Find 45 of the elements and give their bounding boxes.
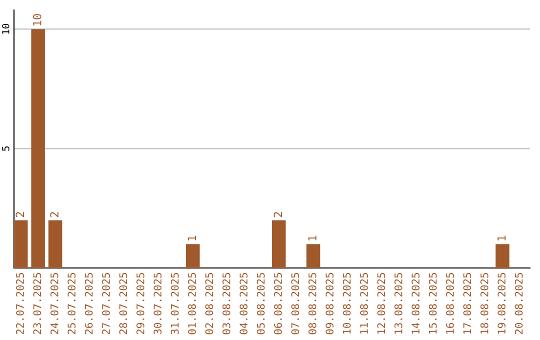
x-tick-label: 08.08.2025 — [308, 273, 316, 334]
x-tick-label: 06.08.2025 — [274, 273, 282, 334]
x-tick-label: 04.08.2025 — [240, 273, 248, 334]
data-label: 1 — [308, 236, 316, 240]
x-tick-label: 11.08.2025 — [360, 273, 368, 334]
bar — [272, 220, 286, 268]
x-tick-label: 18.08.2025 — [480, 273, 488, 334]
x-tick-label: 10.08.2025 — [342, 273, 351, 334]
x-tick-label: 03.08.2025 — [222, 273, 230, 334]
x-tick-label: 28.07.2025 — [119, 273, 128, 334]
bar — [14, 220, 28, 268]
y-tick-label: 5 — [2, 146, 10, 151]
x-tick-label: 30.07.2025 — [154, 273, 162, 334]
x-tick-label: 31.07.2025 — [170, 273, 179, 334]
x-tick-label: 01.08.2025 — [188, 273, 196, 334]
x-tick-label: 20.08.2025 — [514, 273, 523, 334]
x-tick-label: 12.08.2025 — [377, 273, 386, 334]
x-tick-label: 24.07.2025 — [50, 273, 58, 334]
bar — [48, 220, 62, 268]
data-label: 2 — [274, 212, 282, 218]
data-label: 1 — [188, 236, 196, 240]
data-label: 2 — [16, 212, 24, 218]
data-label: 10 — [32, 14, 42, 26]
bar — [31, 29, 45, 268]
x-tick-label: 22.07.2025 — [16, 273, 24, 334]
x-tick-label: 07.08.2025 — [291, 273, 300, 334]
x-tick-label: 29.07.2025 — [136, 273, 144, 334]
x-tick-label: 27.07.2025 — [102, 273, 110, 334]
x-tick-label: 17.08.2025 — [463, 273, 472, 334]
bar — [186, 244, 200, 268]
x-tick-label: 25.07.2025 — [68, 273, 76, 334]
x-tick-label: 14.08.2025 — [412, 273, 420, 334]
x-tick-label: 02.08.2025 — [205, 273, 214, 334]
x-tick-label: 26.07.2025 — [84, 273, 93, 334]
bar — [496, 244, 510, 268]
x-tick-label: 09.08.2025 — [326, 273, 334, 334]
x-tick-label: 15.08.2025 — [428, 273, 437, 334]
x-tick-label: 16.08.2025 — [446, 273, 454, 334]
data-label: 2 — [50, 212, 58, 218]
data-label: 1 — [497, 236, 506, 240]
x-tick-label: 23.07.2025 — [33, 273, 42, 334]
x-tick-label: 19.08.2025 — [498, 273, 506, 334]
x-tick-label: 13.08.2025 — [394, 273, 402, 334]
bar — [306, 244, 320, 268]
x-tick-label: 05.08.2025 — [256, 273, 265, 334]
